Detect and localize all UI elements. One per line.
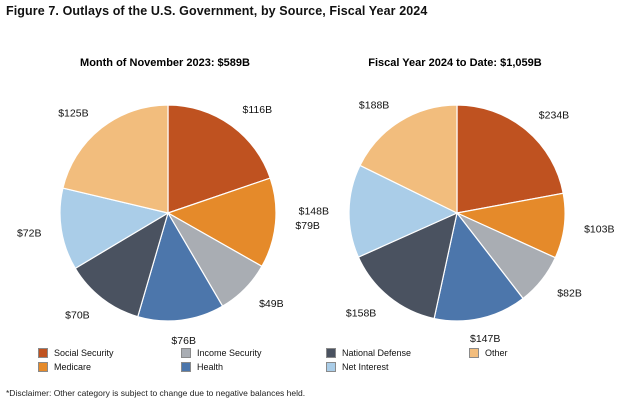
data-label-income-security: $49B xyxy=(259,298,284,310)
legend-label: Health xyxy=(197,362,224,372)
pie-slice-net-interest xyxy=(348,164,459,258)
data-label-health: $147B xyxy=(470,333,500,345)
pie-slice-net-interest xyxy=(59,187,170,270)
pie-slice-national-defense xyxy=(74,211,170,318)
legend-label: Medicare xyxy=(54,362,92,372)
data-label-social-security: $234B xyxy=(539,110,569,122)
legend-swatch-social-security xyxy=(38,348,48,358)
data-label-other: $188B xyxy=(359,99,389,111)
legend-swatch-income-security xyxy=(181,348,191,358)
legend-label: Social Security xyxy=(54,348,114,358)
footnote: *Disclaimer: Other category is subject t… xyxy=(6,388,306,398)
figure-title: Figure 7. Outlays of the U.S. Government… xyxy=(6,4,428,18)
data-label-income-security: $82B xyxy=(557,288,582,300)
legend-item-health: Health xyxy=(181,362,326,372)
legend-label: Income Security xyxy=(197,348,262,358)
pie-slice-health xyxy=(433,211,524,322)
pie-slice-social-security xyxy=(167,104,271,214)
data-label-other: $125B xyxy=(58,108,88,120)
chart-title: Month of November 2023: $589B xyxy=(80,57,250,69)
data-label-net-interest: $72B xyxy=(17,227,42,239)
pie-slice-other xyxy=(359,104,458,214)
legend-item-medicare: Medicare xyxy=(38,362,181,372)
legend-label: Net Interest xyxy=(342,362,389,372)
legend-item-national-defense: National Defense xyxy=(326,348,469,358)
data-label-national-defense: $158B xyxy=(346,307,376,319)
legend-label: Other xyxy=(485,348,508,358)
legend-swatch-medicare xyxy=(38,362,48,372)
chart-title: Fiscal Year 2024 to Date: $1,059B xyxy=(368,57,542,69)
legend: Social Security Income Security National… xyxy=(38,348,598,372)
legend-item-net-interest: Net Interest xyxy=(326,362,469,372)
pie-slice-other xyxy=(62,104,169,214)
legend-item-other: Other xyxy=(469,348,599,358)
legend-label: National Defense xyxy=(342,348,412,358)
pie-slice-health xyxy=(137,211,224,322)
legend-swatch-other xyxy=(469,348,479,358)
legend-swatch-health xyxy=(181,362,191,372)
pie-slice-national-defense xyxy=(357,211,458,320)
legend-swatch-net-interest xyxy=(326,362,336,372)
data-label-health: $76B xyxy=(171,335,196,347)
data-label-medicare: $103B xyxy=(584,224,614,236)
legend-item-income-security: Income Security xyxy=(181,348,326,358)
data-label-medicare: $79B xyxy=(295,220,320,232)
legend-swatch-national-defense xyxy=(326,348,336,358)
data-label-national-defense: $70B xyxy=(65,309,90,321)
pie-slice-medicare xyxy=(166,177,277,268)
pie-slice-social-security xyxy=(456,104,564,214)
data-label-net-interest: $148B xyxy=(299,206,329,218)
legend-item-social-security: Social Security xyxy=(38,348,181,358)
data-label-social-security: $116B xyxy=(243,104,273,116)
